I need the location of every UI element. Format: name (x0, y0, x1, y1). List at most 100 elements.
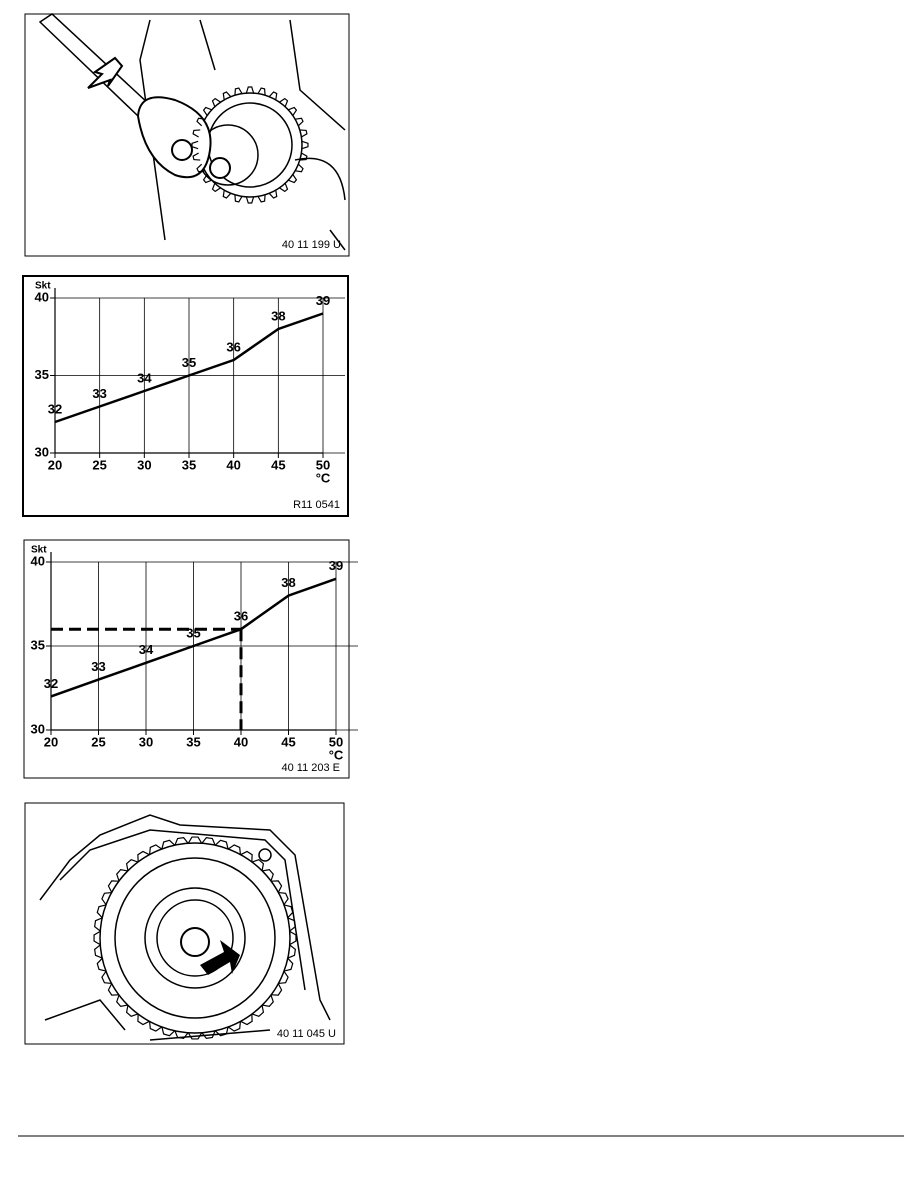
x-tick-label: 50 (329, 734, 343, 749)
x-tick-label: 25 (91, 734, 105, 749)
illustration-wrench: 40 11 199 U (24, 13, 350, 257)
figure-caption: 40 11 199 U (282, 239, 341, 251)
sprocket-tooth (271, 983, 283, 996)
chart-caption: 40 11 203 E (281, 762, 340, 774)
sprocket-tooth (299, 152, 308, 161)
sprocket-tooth (279, 183, 289, 193)
sprocket-tooth (299, 129, 308, 138)
x-tick-label: 20 (48, 457, 62, 472)
sprocket-tooth (251, 1005, 265, 1017)
sprocket-tooth (222, 91, 232, 100)
x-tick-label: 30 (139, 734, 153, 749)
cover-hole (258, 848, 272, 862)
sprocket-tooth (301, 140, 309, 150)
sprocket-tooth (107, 983, 119, 996)
sprocket-tooth (187, 1032, 203, 1040)
sprocket-tooth (234, 87, 243, 96)
sprocket-tooth (202, 106, 212, 116)
sprocket-tooth (251, 859, 265, 871)
sprocket-tooth (288, 106, 298, 116)
sprocket-tooth (187, 836, 203, 844)
x-tick-label: 40 (234, 734, 248, 749)
data-label: 34 (137, 370, 152, 385)
x-tick-label: 45 (271, 457, 285, 472)
bolt (209, 157, 231, 179)
housing-lines (139, 19, 346, 241)
y-tick-label: 40 (31, 553, 45, 568)
sprocket-tooth (214, 839, 229, 850)
sprocket-tooth (93, 930, 101, 946)
sprocket-tooth (116, 868, 128, 882)
illustration-sprocket: 40 11 045 U (24, 802, 345, 1045)
pointer-arrow (200, 940, 240, 975)
sprocket-tooth (202, 174, 212, 184)
data-line (50, 577, 337, 698)
chart-frame (23, 539, 350, 779)
sprocket-tooth (101, 891, 112, 906)
sprocket-tooth (271, 880, 283, 893)
data-label: 38 (271, 308, 285, 323)
data-label: 35 (182, 355, 196, 370)
sprocket-tooth (283, 904, 294, 919)
sprocket-tooth (262, 994, 274, 1008)
sprocket-tooth (93, 944, 103, 959)
sprocket-tooth (174, 1030, 189, 1040)
x-tick-label: 50 (316, 457, 330, 472)
sprocket-tooth (287, 944, 297, 959)
sprocket-tooth (214, 1026, 229, 1037)
sprocket-tooth (257, 194, 266, 203)
sprocket-tooth (125, 1005, 139, 1017)
sprocket-tooth (278, 891, 289, 906)
hub-inner (156, 899, 234, 977)
x-tick-label: 30 (137, 457, 151, 472)
figure-caption: 40 11 045 U (277, 1028, 336, 1040)
data-label: 36 (226, 339, 240, 354)
data-label: 32 (48, 401, 62, 416)
sprocket-tooth (288, 174, 298, 184)
data-label: 36 (234, 609, 248, 624)
sprocket-ring (114, 857, 276, 1019)
sprocket-tooth (161, 1026, 176, 1037)
sprocket-tooth (96, 904, 107, 919)
x-axis-label: °C (316, 470, 331, 485)
sprocket-tooth (137, 1014, 150, 1026)
y-tick-label: 35 (31, 637, 45, 652)
data-label: 33 (92, 386, 106, 401)
x-tick-label: 25 (92, 457, 106, 472)
sprocket-tooth (101, 970, 112, 985)
data-label: 38 (281, 575, 295, 590)
sprocket-tooth (196, 163, 205, 173)
torx-bolt (180, 927, 210, 957)
x-tick-label: 45 (281, 734, 295, 749)
sprocket-tooth (234, 194, 243, 203)
sprocket-tooth (96, 957, 107, 972)
data-label: 32 (44, 676, 58, 691)
x-tick-label: 20 (44, 734, 58, 749)
cover-outline (39, 814, 331, 1031)
data-label: 35 (186, 625, 200, 640)
y-tick-label: 30 (31, 721, 45, 736)
sprocket-tooth (289, 930, 297, 946)
y-axis-label: Skt (35, 281, 51, 292)
sprocket-tooth (295, 163, 304, 173)
sprocket-tooth (148, 1021, 163, 1032)
y-tick-label: 40 (35, 289, 49, 304)
chart-frame (22, 275, 349, 517)
engine-line (149, 1029, 271, 1041)
sprocket-tooth (161, 839, 176, 850)
sprocket-tooth (192, 152, 201, 161)
sprocket-tooth (148, 844, 163, 855)
sprocket-tooth (211, 97, 221, 107)
chart-caption: R11 0541 (293, 499, 340, 511)
engine-lines (294, 157, 346, 251)
sprocket-tooth (222, 190, 232, 199)
data-label: 39 (329, 558, 343, 573)
sprocket-tooth (196, 117, 205, 127)
data-line (54, 312, 324, 424)
sprocket-tooth (240, 850, 253, 862)
hub (144, 887, 246, 989)
sprocket-tooth (93, 917, 103, 932)
y-axis-label: Skt (31, 545, 47, 556)
data-label: 33 (91, 659, 105, 674)
